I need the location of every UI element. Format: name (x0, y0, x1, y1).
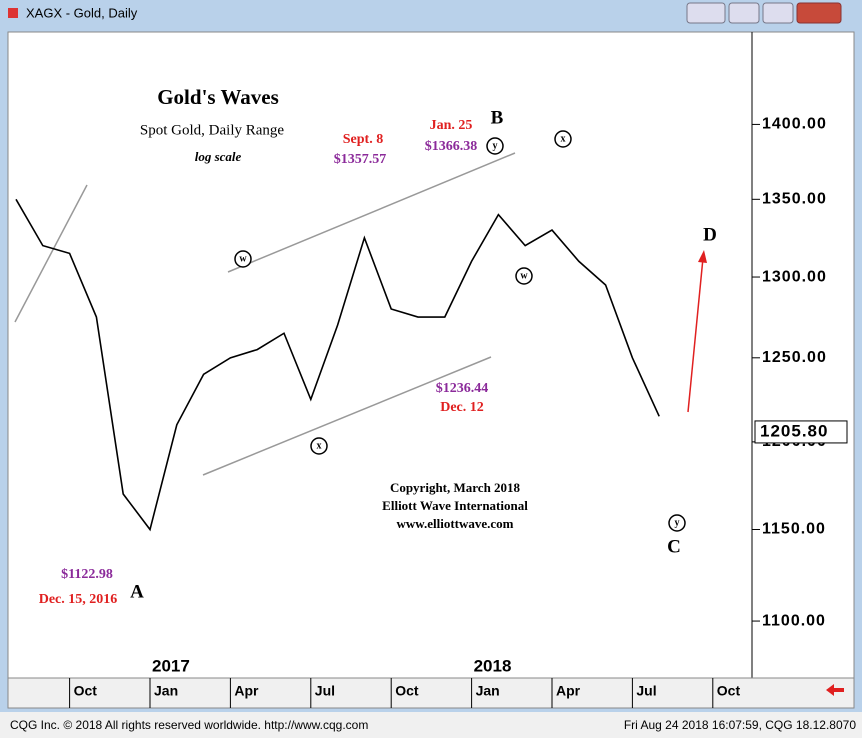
pin-button[interactable] (686, 2, 726, 24)
wave-circle (668, 514, 686, 532)
price-line (15, 198, 660, 532)
y-tick-label: 1150.00 (762, 521, 826, 538)
wave-circle (486, 137, 504, 155)
year-label: 2018 (474, 656, 512, 675)
y-tick-label: 1250.00 (762, 349, 827, 366)
x-tick-label: Oct (395, 683, 419, 699)
annotation: $1366.38 (425, 139, 478, 154)
wave-mark: y (675, 517, 680, 528)
y-tick-label: 1350.00 (762, 191, 827, 208)
x-tick-label: Jan (154, 683, 178, 699)
wave-mark: w (520, 270, 528, 281)
annotation: Jan. 25 (430, 118, 473, 133)
annotation: $1122.98 (61, 567, 113, 582)
x-tick-label: Oct (74, 683, 98, 699)
chart-title: Gold's Waves (157, 85, 279, 109)
channel-line (202, 356, 492, 476)
annotation: Dec. 12 (440, 400, 484, 415)
projection-arrow (687, 257, 704, 413)
annotation: $1357.57 (334, 152, 387, 167)
wave-circle (554, 130, 572, 148)
close-button[interactable] (796, 2, 842, 24)
year-label: 2017 (152, 656, 190, 675)
channel-line (14, 184, 88, 323)
wave-circle (234, 250, 252, 268)
chart-area (7, 31, 855, 709)
annotation: Elliott Wave International (382, 498, 528, 513)
wave-mark: x (561, 133, 566, 144)
arrow-head (698, 250, 707, 263)
status-left: CQG Inc. © 2018 All rights reserved worl… (10, 718, 368, 732)
wave-mark: w (239, 253, 247, 264)
minimize-button[interactable] (728, 2, 760, 24)
annotation: Copyright, March 2018 (390, 480, 521, 495)
channel-line (227, 152, 516, 273)
annotation: C (667, 536, 681, 557)
x-tick-label: Jul (315, 683, 335, 699)
annotation: $1236.44 (436, 381, 489, 396)
app-icon (8, 8, 18, 18)
annotation: Sept. 8 (343, 132, 383, 147)
wave-circle (515, 267, 533, 285)
annotation: B (491, 107, 504, 128)
annotation: D (703, 224, 717, 245)
x-tick-label: Jul (636, 683, 656, 699)
last-price-box (754, 420, 848, 444)
wave-mark: x (317, 440, 322, 451)
scale-note: log scale (195, 149, 242, 164)
status-right: Fri Aug 24 2018 16:07:59, CQG 18.12.8070 (624, 718, 856, 732)
scroll-arrow[interactable] (826, 684, 844, 696)
x-tick-label: Jan (476, 683, 500, 699)
last-price-label: 1205.80 (760, 421, 828, 440)
x-tick-label: Apr (234, 683, 259, 699)
y-tick-label: 1400.00 (762, 116, 827, 133)
annotation: www.elliottwave.com (397, 516, 514, 531)
annotation: Dec. 15, 2016 (39, 592, 118, 607)
window-title: XAGX - Gold, Daily (26, 5, 138, 20)
wave-circle (310, 437, 328, 455)
chart-subtitle: Spot Gold, Daily Range (140, 122, 284, 138)
y-tick-label: 1300.00 (762, 268, 827, 285)
y-tick-label: 1100.00 (762, 612, 826, 629)
x-tick-label: Oct (717, 683, 741, 699)
wave-mark: y (493, 140, 498, 151)
annotation: A (130, 581, 144, 602)
x-tick-label: Apr (556, 683, 581, 699)
maximize-button[interactable] (762, 2, 794, 24)
